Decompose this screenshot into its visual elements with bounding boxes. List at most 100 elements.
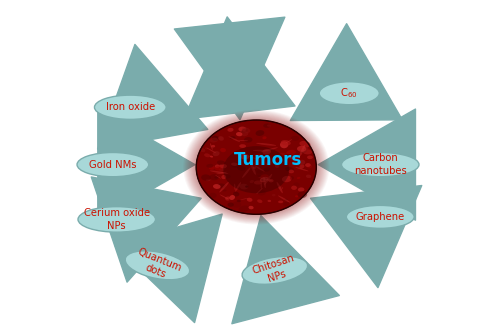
Ellipse shape <box>283 202 290 206</box>
Ellipse shape <box>252 166 256 169</box>
Ellipse shape <box>228 136 240 142</box>
Ellipse shape <box>284 199 288 201</box>
Ellipse shape <box>222 175 226 179</box>
Ellipse shape <box>231 163 238 166</box>
Ellipse shape <box>256 157 258 158</box>
Ellipse shape <box>204 153 210 157</box>
Ellipse shape <box>242 127 250 133</box>
Ellipse shape <box>281 140 290 146</box>
Ellipse shape <box>78 207 156 232</box>
Ellipse shape <box>236 132 242 136</box>
Ellipse shape <box>215 175 221 179</box>
Ellipse shape <box>230 136 235 139</box>
Ellipse shape <box>291 136 299 141</box>
Ellipse shape <box>245 185 248 188</box>
Ellipse shape <box>252 150 271 151</box>
Ellipse shape <box>215 165 220 168</box>
Ellipse shape <box>214 176 218 178</box>
Ellipse shape <box>212 145 215 148</box>
Ellipse shape <box>232 162 238 166</box>
Ellipse shape <box>260 174 269 179</box>
Ellipse shape <box>210 170 229 174</box>
Text: Tumors: Tumors <box>234 151 302 168</box>
Ellipse shape <box>272 194 276 196</box>
Ellipse shape <box>238 126 246 132</box>
Ellipse shape <box>224 174 230 178</box>
Text: Iron oxide: Iron oxide <box>106 102 155 112</box>
Ellipse shape <box>238 206 250 212</box>
Ellipse shape <box>235 182 241 192</box>
Ellipse shape <box>125 251 190 280</box>
Ellipse shape <box>262 178 268 181</box>
Ellipse shape <box>236 200 241 202</box>
Ellipse shape <box>240 154 249 160</box>
Ellipse shape <box>242 257 308 284</box>
Ellipse shape <box>278 187 283 190</box>
Ellipse shape <box>257 199 262 203</box>
Ellipse shape <box>248 206 254 209</box>
Ellipse shape <box>262 149 271 155</box>
Ellipse shape <box>258 158 267 164</box>
Ellipse shape <box>262 136 266 139</box>
Ellipse shape <box>255 153 262 159</box>
Ellipse shape <box>266 163 270 165</box>
Ellipse shape <box>215 166 222 170</box>
Ellipse shape <box>226 198 230 201</box>
Ellipse shape <box>277 186 282 190</box>
Ellipse shape <box>268 200 271 202</box>
Ellipse shape <box>260 182 262 189</box>
Ellipse shape <box>239 144 246 148</box>
Ellipse shape <box>250 180 254 183</box>
Ellipse shape <box>284 157 300 160</box>
Ellipse shape <box>260 158 266 162</box>
Ellipse shape <box>210 156 213 158</box>
Ellipse shape <box>260 147 278 152</box>
Ellipse shape <box>94 95 166 119</box>
Ellipse shape <box>220 182 229 192</box>
Ellipse shape <box>260 156 265 159</box>
Ellipse shape <box>298 187 304 192</box>
Ellipse shape <box>282 154 293 160</box>
Ellipse shape <box>220 148 226 152</box>
Ellipse shape <box>242 167 250 178</box>
Ellipse shape <box>222 190 226 192</box>
Ellipse shape <box>268 179 274 182</box>
Ellipse shape <box>230 195 235 200</box>
Ellipse shape <box>210 138 218 143</box>
Ellipse shape <box>240 184 248 189</box>
Ellipse shape <box>218 136 224 141</box>
Text: Gold NMs: Gold NMs <box>89 160 136 169</box>
Ellipse shape <box>297 146 306 152</box>
Ellipse shape <box>307 165 312 168</box>
Ellipse shape <box>254 166 264 172</box>
Ellipse shape <box>206 164 214 168</box>
Ellipse shape <box>248 156 258 160</box>
Ellipse shape <box>217 183 226 188</box>
Ellipse shape <box>258 177 272 181</box>
Ellipse shape <box>300 148 307 153</box>
Ellipse shape <box>342 153 419 177</box>
Ellipse shape <box>196 120 316 214</box>
Ellipse shape <box>77 153 148 177</box>
Ellipse shape <box>201 174 211 181</box>
Ellipse shape <box>258 190 266 196</box>
Ellipse shape <box>238 140 248 141</box>
Ellipse shape <box>240 131 248 136</box>
Ellipse shape <box>264 174 272 185</box>
Ellipse shape <box>232 192 239 197</box>
Ellipse shape <box>250 162 255 165</box>
Ellipse shape <box>297 177 300 179</box>
Ellipse shape <box>216 172 228 174</box>
Ellipse shape <box>263 123 271 128</box>
Ellipse shape <box>254 180 262 185</box>
Ellipse shape <box>278 196 290 203</box>
Ellipse shape <box>206 179 210 181</box>
Ellipse shape <box>264 177 266 188</box>
Ellipse shape <box>228 128 234 132</box>
Ellipse shape <box>291 186 297 190</box>
Ellipse shape <box>232 193 235 195</box>
Ellipse shape <box>319 82 380 105</box>
Ellipse shape <box>256 188 263 194</box>
Ellipse shape <box>217 161 226 165</box>
Ellipse shape <box>232 163 239 168</box>
